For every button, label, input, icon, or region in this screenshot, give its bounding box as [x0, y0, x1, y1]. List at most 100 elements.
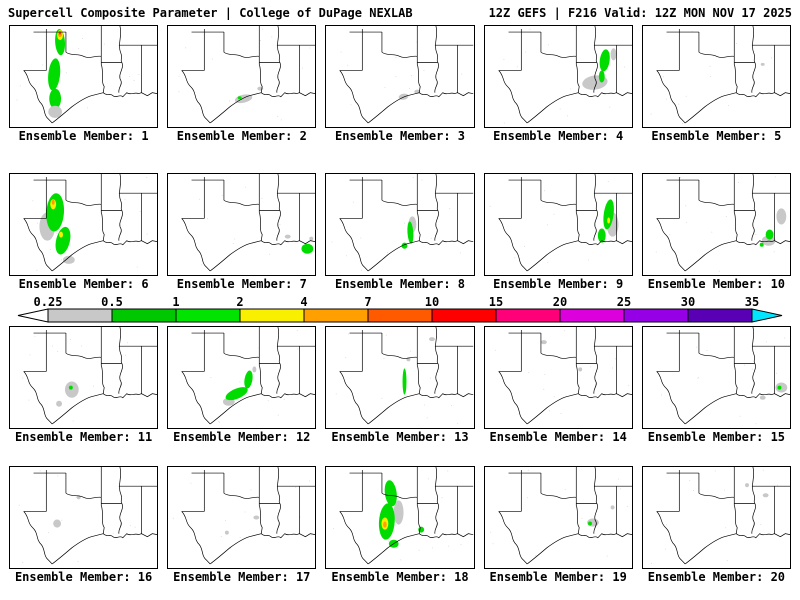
colorbar-tick-label: 15 — [489, 295, 503, 309]
colorbar-tick-label: 1 — [172, 295, 179, 309]
stipple-dots — [660, 337, 785, 425]
ensemble-panel-18: Ensemble Member: 18 — [325, 466, 475, 585]
scp-contour-green — [385, 480, 398, 507]
map-svg — [333, 467, 474, 565]
stipple-dots — [199, 186, 313, 266]
panel-row-1: Ensemble Member: 1 Ensemble Member: 2 En… — [0, 25, 800, 144]
ensemble-map — [325, 25, 475, 128]
scp-contour-gray — [775, 382, 788, 393]
scp-contours — [48, 29, 66, 118]
stipple-dots — [503, 28, 625, 124]
header: Supercell Composite Parameter | College … — [0, 0, 800, 20]
colorbar-segment — [368, 309, 432, 322]
ensemble-map — [641, 466, 791, 569]
ensemble-map — [9, 25, 159, 128]
stipple-dots — [650, 469, 778, 564]
ensemble-member-label: Ensemble Member: 4 — [493, 129, 624, 143]
map-svg — [16, 26, 158, 124]
colorbar-segment — [240, 309, 304, 322]
ensemble-member-label: Ensemble Member: 12 — [173, 430, 311, 444]
map-svg — [339, 26, 474, 124]
state-borders — [498, 26, 632, 124]
scp-contour-gray — [776, 208, 787, 225]
colorbar-right-arrow — [751, 308, 783, 323]
ensemble-map — [325, 466, 475, 569]
colorbar-tick-label: 20 — [553, 295, 567, 309]
colorbar-tick-label: 30 — [681, 295, 695, 309]
scp-contours — [586, 505, 615, 527]
stipple-dots — [341, 41, 465, 106]
scp-contour-green — [587, 521, 592, 526]
scp-contour-gray — [429, 337, 436, 342]
ensemble-panel-4: Ensemble Member: 4 — [483, 25, 633, 144]
state-borders — [656, 26, 790, 124]
map-svg — [178, 26, 316, 124]
ensemble-member-label: Ensemble Member: 1 — [18, 129, 149, 143]
ensemble-map — [483, 326, 633, 429]
ensemble-map — [641, 25, 791, 128]
colorbar-tick-label: 4 — [300, 295, 307, 309]
ensemble-member-label: Ensemble Member: 7 — [176, 277, 307, 291]
stipple-dots — [178, 28, 311, 121]
state-borders — [181, 26, 316, 124]
ensemble-member-label: Ensemble Member: 9 — [493, 277, 624, 291]
scp-contour-green — [68, 385, 73, 390]
ensemble-map — [641, 326, 791, 429]
product-title: Supercell Composite Parameter | College … — [8, 6, 413, 20]
state-borders — [181, 467, 316, 565]
state-borders — [339, 327, 474, 425]
ensemble-map — [483, 466, 633, 569]
scp-contours — [223, 366, 257, 406]
scp-contour-gray — [577, 367, 582, 372]
scp-contour-gray — [235, 94, 253, 104]
scp-contour-gray — [284, 234, 291, 239]
map-svg — [494, 327, 632, 425]
colorbar-tick-label: 35 — [745, 295, 759, 309]
ensemble-member-label: Ensemble Member: 14 — [489, 430, 627, 444]
ensemble-panel-20: Ensemble Member: 20 — [641, 466, 791, 585]
stipple-dots — [650, 31, 772, 125]
state-borders — [498, 327, 632, 425]
state-borders — [656, 327, 790, 425]
scp-contour-green — [777, 385, 782, 390]
colorbar-tick-label: 10 — [425, 295, 439, 309]
ensemble-panel-16: Ensemble Member: 16 — [9, 466, 159, 585]
scp-contour-gray — [225, 530, 230, 535]
scp-contours — [53, 495, 81, 528]
colorbar-segment — [624, 309, 688, 322]
scp-contours — [284, 234, 314, 254]
stipple-dots — [172, 480, 312, 550]
state-borders — [339, 467, 474, 565]
ensemble-map — [167, 466, 317, 569]
ensemble-panel-8: Ensemble Member: 8 — [325, 173, 475, 292]
ensemble-panel-17: Ensemble Member: 17 — [167, 466, 317, 585]
map-svg — [18, 467, 158, 565]
map-svg — [331, 174, 474, 272]
scp-contours — [39, 193, 75, 264]
scp-contour-gray — [309, 236, 314, 241]
ensemble-panel-2: Ensemble Member: 2 — [167, 25, 317, 144]
scp-contours — [401, 216, 417, 249]
colorbar-left-arrow — [17, 308, 49, 323]
state-borders — [498, 467, 632, 565]
stipple-dots — [489, 180, 611, 263]
scp-contour-gray — [744, 483, 749, 488]
stipple-dots — [32, 176, 148, 271]
scp-contour-gray — [64, 381, 79, 398]
scp-contour-gray — [53, 519, 62, 528]
map-svg — [22, 327, 158, 425]
map-svg — [172, 467, 316, 565]
scp-contour-gray — [62, 255, 75, 264]
ensemble-map — [325, 326, 475, 429]
scp-contour-green — [599, 49, 610, 72]
state-borders — [23, 26, 158, 124]
ensemble-member-label: Ensemble Member: 11 — [14, 430, 153, 444]
ensemble-member-label: Ensemble Member: 20 — [647, 570, 786, 584]
colorbar-segment — [688, 309, 752, 322]
scp-contours — [759, 382, 788, 400]
colorbar-tick-label: 0.25 — [34, 295, 63, 309]
ensemble-panel-13: Ensemble Member: 13 — [325, 326, 475, 445]
ensemble-member-label: Ensemble Member: 6 — [18, 277, 149, 291]
scp-contour-yellow — [59, 231, 63, 238]
